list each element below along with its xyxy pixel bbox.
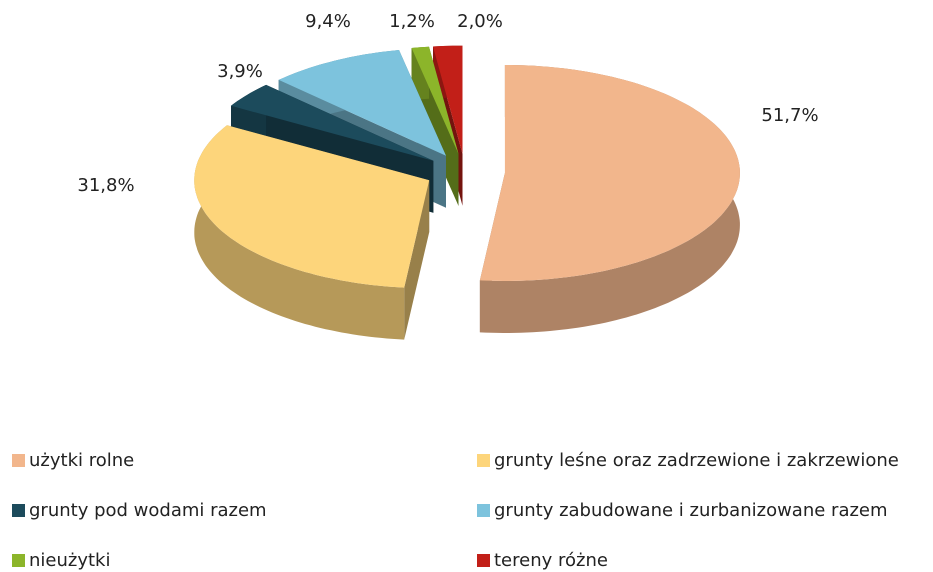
data-label: 3,9%	[217, 61, 263, 82]
legend-label: nieużytki	[29, 550, 110, 571]
slice	[278, 50, 446, 156]
outer-wall	[194, 125, 405, 340]
slice	[194, 125, 430, 288]
legend-swatch	[12, 504, 25, 517]
slice	[411, 46, 459, 154]
legend-label: grunty zabudowane i zurbanizowane razem	[494, 500, 888, 521]
data-label: 2,0%	[457, 11, 503, 32]
slice-tops	[194, 45, 740, 288]
slice	[479, 65, 740, 281]
legend-swatch	[477, 554, 490, 567]
data-label: 9,4%	[305, 11, 351, 32]
legend-swatch	[12, 454, 25, 467]
slice	[231, 84, 434, 161]
legend-label: użytki rolne	[29, 450, 134, 471]
legend-label: grunty leśne oraz zadrzewione i zakrzewi…	[494, 450, 899, 471]
legend-label: tereny różne	[494, 550, 608, 571]
legend-label: grunty pod wodami razem	[29, 500, 267, 521]
data-label: 1,2%	[389, 11, 435, 32]
slice	[433, 45, 463, 154]
legend-swatch	[477, 454, 490, 467]
data-label: 51,7%	[761, 105, 818, 126]
data-label: 31,8%	[77, 175, 134, 196]
legend-swatch	[477, 504, 490, 517]
legend-swatch	[12, 554, 25, 567]
